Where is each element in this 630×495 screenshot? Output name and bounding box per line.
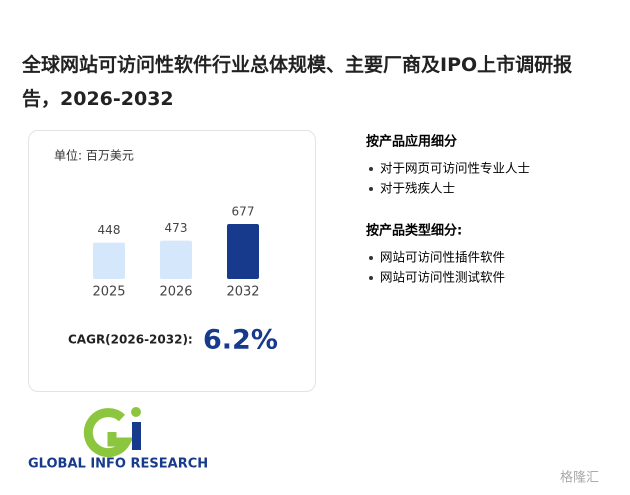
title: 全球网站可访问性软件行业总体规模、主要厂商及IPO上市调研报告，2026-203… <box>22 54 573 110</box>
value-label: 473 <box>165 221 188 235</box>
bar <box>160 240 192 279</box>
logo-g <box>83 408 134 458</box>
bullet <box>369 187 373 191</box>
x-tick-label: 2025 <box>92 285 125 300</box>
section-item: 对于残疾人士 <box>380 181 455 196</box>
unit-label: 单位: 百万美元 <box>54 148 134 163</box>
bullet <box>369 256 373 260</box>
logo <box>83 407 141 458</box>
section-heading: 按产品类型细分: <box>366 223 462 239</box>
cagr-value: 6.2% <box>203 325 278 356</box>
chart: 单位: 百万美元 CAGR(2026-2032): 6.2% 448 2025 47… <box>54 148 278 356</box>
section-item: 网站可访问性插件软件 <box>380 250 505 265</box>
bar <box>227 224 259 279</box>
logo-text: GLOBAL INFO RESEARCH <box>28 457 208 472</box>
bullet <box>369 276 373 280</box>
x-tick-label: 2026 <box>159 285 192 300</box>
value-label: 677 <box>232 205 255 219</box>
chart-card <box>28 130 316 392</box>
watermark: 格隆汇 <box>560 470 599 486</box>
value-label: 448 <box>98 223 121 237</box>
logo-dot <box>131 407 141 417</box>
logo-i <box>132 422 141 450</box>
bar <box>93 242 125 279</box>
section-heading: 按产品应用细分 <box>366 134 457 150</box>
x-tick-label: 2032 <box>226 285 259 300</box>
section-item: 对于网页可访问性专业人士 <box>380 161 530 176</box>
bullet <box>369 167 373 171</box>
cagr-label: CAGR(2026-2032): <box>68 333 193 347</box>
section-item: 网站可访问性测试软件 <box>380 270 505 285</box>
